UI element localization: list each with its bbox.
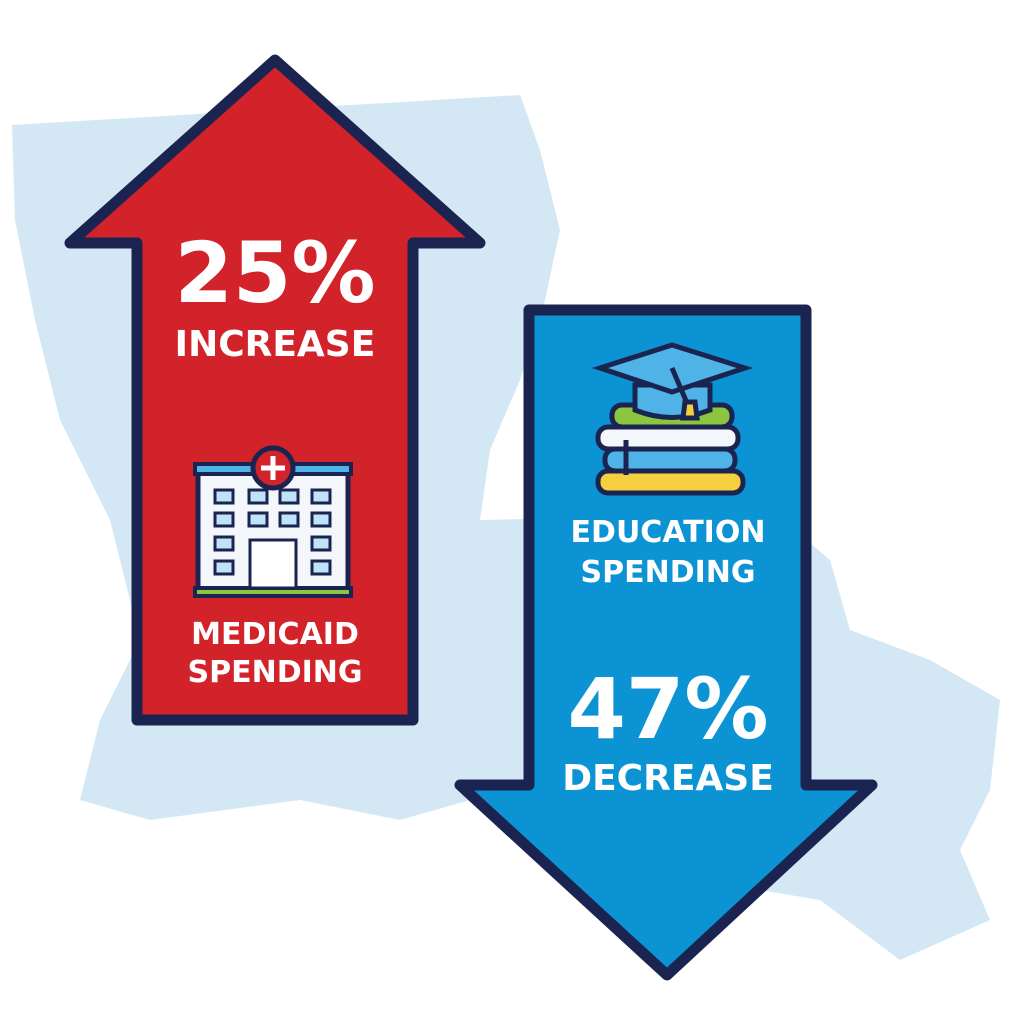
increase-arrow: [64, 54, 486, 726]
increase-category: SPENDING: [188, 655, 363, 690]
decrease-arrow: [454, 304, 878, 981]
decrease-category: EDUCATION: [571, 515, 766, 550]
increase-direction: INCREASE: [175, 324, 376, 365]
hospital-icon: [193, 445, 353, 598]
decrease-category: SPENDING: [581, 555, 756, 590]
decrease-percent: 47%: [567, 660, 768, 758]
increase-category: MEDICAID: [191, 617, 359, 652]
increase-percent: 25%: [174, 224, 375, 322]
decrease-direction: DECREASE: [562, 758, 774, 799]
education-icon: [591, 342, 754, 496]
